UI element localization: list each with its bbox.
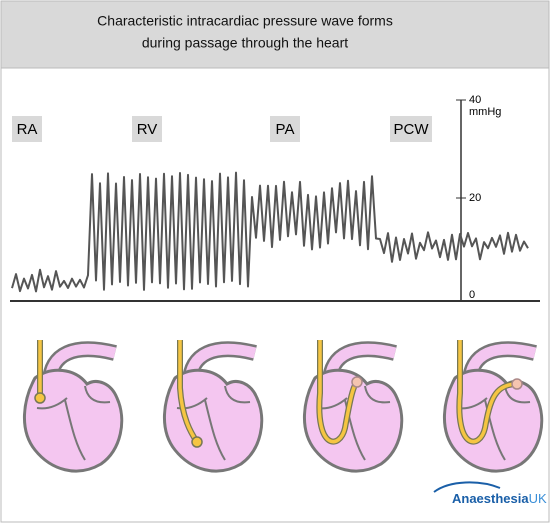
region-label: PCW	[394, 121, 430, 138]
region-label: PA	[276, 121, 295, 138]
logo-name: Anaesthesia	[452, 491, 529, 506]
region-label: RA	[17, 121, 38, 138]
label-box	[390, 116, 432, 142]
logo-suffix: UK	[529, 491, 547, 506]
scale-unit: mmHg	[469, 106, 501, 118]
logo-text: AnaesthesiaUK	[452, 491, 547, 506]
heart-rv	[164, 340, 261, 471]
label-box	[132, 116, 162, 142]
heart-pa	[304, 340, 401, 471]
scale-label: 40	[469, 94, 481, 106]
scale-label: 20	[469, 192, 481, 204]
title: during passage through the heart	[142, 35, 348, 51]
logo: AnaesthesiaUK	[433, 481, 547, 506]
label-box	[12, 116, 42, 142]
pressure-waveform	[11, 171, 529, 293]
heart-pcw	[444, 340, 541, 471]
scale	[10, 99, 540, 302]
scale-label: 0	[469, 289, 475, 301]
header-band	[0, 0, 550, 69]
region-labels: RA RV PA PCW	[12, 116, 432, 142]
label-box	[270, 116, 300, 142]
heart-ra	[24, 340, 121, 471]
region-label: RV	[137, 121, 158, 138]
title: Characteristic intracardiac pressure wav…	[97, 13, 393, 29]
